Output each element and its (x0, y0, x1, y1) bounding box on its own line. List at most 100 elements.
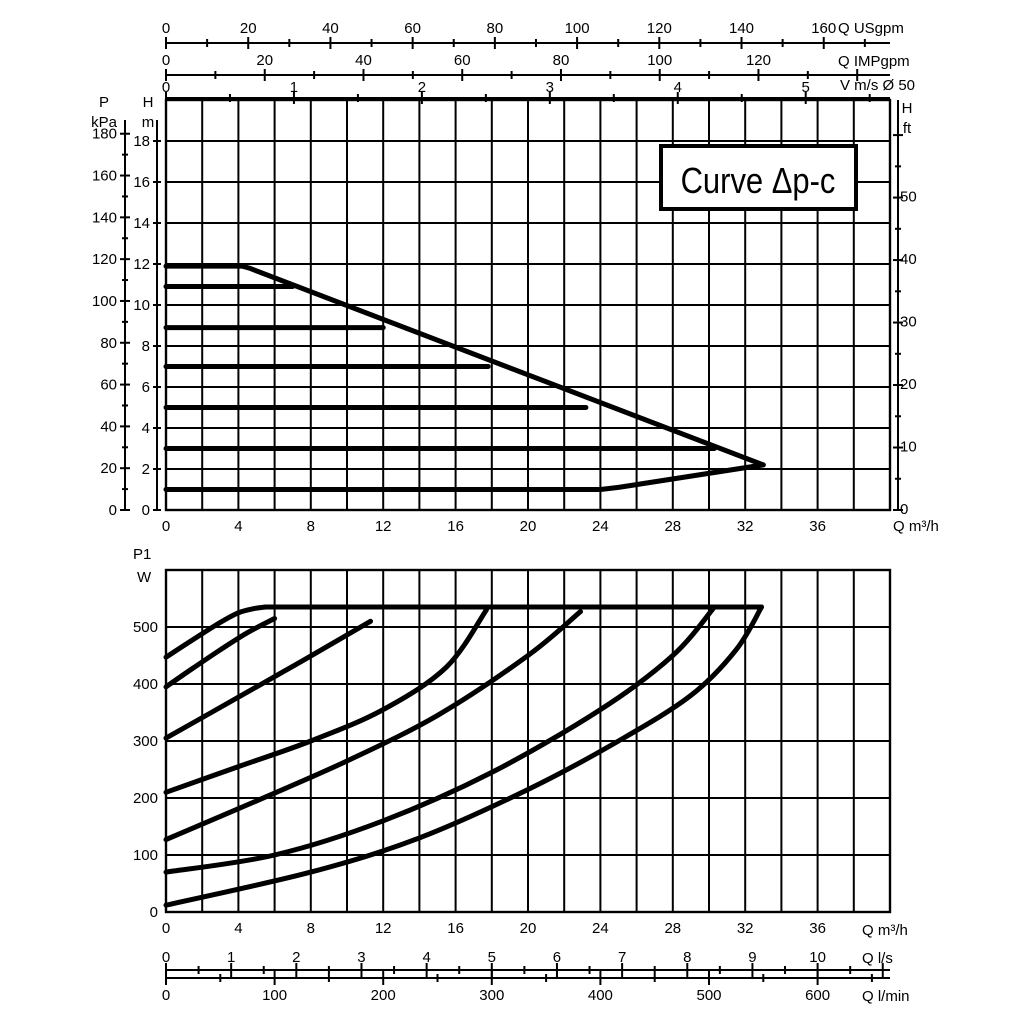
chart-title: Curve Δp-c (681, 162, 836, 202)
head-curve-6 (163, 462, 766, 492)
bottom-ls-axis-tick-label: 0 (162, 949, 170, 966)
curve-title-box: Curve Δp-c (659, 144, 858, 211)
m-axis-label-unit: m (142, 114, 155, 131)
kpa-tick-label: 40 (100, 418, 117, 435)
lower-frame (164, 568, 892, 914)
upper-x-tick-label: 24 (592, 518, 609, 535)
ft-tick-label: 20 (900, 376, 917, 393)
kpa-tick-label: 60 (100, 377, 117, 394)
m-tick-label: 10 (133, 297, 150, 314)
upper-x-tick-label: 32 (737, 518, 754, 535)
lower-x-tick-label: 32 (737, 920, 754, 937)
bottom-lmin-axis-tick-label: 200 (371, 987, 396, 1004)
bottom-lmin-axis-tick-label: 600 (805, 987, 830, 1004)
upper-x-tick-label: 16 (447, 518, 464, 535)
lower-x-tick-label: 4 (234, 920, 242, 937)
kpa-tick-label: 80 (100, 335, 117, 352)
top-usgpm-label: Q USgpm (838, 20, 904, 37)
ft-axis-label-unit: ft (903, 120, 912, 137)
lower-x-tick-label: 16 (447, 920, 464, 937)
m-tick-label: 14 (133, 215, 150, 232)
bottom-ls-axis-tick-label: 10 (809, 949, 826, 966)
power-curve-0 (163, 604, 269, 660)
m-axis-label-h: H (143, 94, 154, 111)
ft-tick-label: 40 (900, 251, 917, 268)
ft-tick-label: 50 (900, 189, 917, 206)
head-curve-0 (163, 263, 766, 468)
top-velocity-axis-tick-label: 2 (418, 79, 426, 96)
ft-tick-label: 10 (900, 439, 917, 456)
top-impgpm-axis-tick-label: 20 (256, 52, 273, 69)
bottom-ls-axis-tick-label: 4 (422, 949, 430, 966)
top-usgpm-axis-tick-label: 160 (811, 20, 836, 37)
power-curve-5 (163, 609, 583, 843)
top-impgpm-axis-tick-label: 60 (454, 52, 471, 69)
kpa-tick-label: 0 (109, 502, 117, 519)
top-velocity-axis-tick-label: 1 (290, 79, 298, 96)
m-tick-label: 4 (142, 420, 150, 437)
watt-tick-label: 100 (133, 847, 158, 864)
upper-x-axis-label: Q m³/h (893, 518, 939, 535)
top-velocity-label: V m/s Ø 50 (840, 77, 915, 94)
kpa-tick-label: 140 (92, 209, 117, 226)
bottom-lmin-axis-tick-label: 400 (588, 987, 613, 1004)
m-tick-label: 6 (142, 379, 150, 396)
top-impgpm-axis-tick-label: 80 (553, 52, 570, 69)
top-velocity-axis-tick-label: 3 (546, 79, 554, 96)
top-velocity-axis-tick-label: 5 (802, 79, 810, 96)
bottom-ls-axis-tick-label: 1 (227, 949, 235, 966)
bottom-lmin-label: Q l/min (862, 988, 910, 1005)
watt-tick-label: 200 (133, 790, 158, 807)
top-impgpm-axis-tick-label: 0 (162, 52, 170, 69)
upper-frame (164, 98, 892, 512)
watt-tick-label: 500 (133, 619, 158, 636)
kpa-axis-label-p: P (99, 94, 109, 111)
kpa-axis-label-unit: kPa (91, 114, 118, 131)
upper-x-tick-label: 4 (234, 518, 242, 535)
lower-x-tick-label: 24 (592, 920, 609, 937)
upper-x-tick-label: 20 (520, 518, 537, 535)
ft-tick-label: 30 (900, 314, 917, 331)
watt-axis-label-p1: P1 (133, 546, 151, 563)
top-velocity-axis-tick-label: 0 (162, 79, 170, 96)
m-tick-label: 12 (133, 256, 150, 273)
m-tick-label: 0 (142, 502, 150, 519)
bottom-ls-label: Q l/s (862, 950, 893, 967)
m-tick-label: 18 (133, 133, 150, 150)
bottom-ls-axis-tick-label: 9 (748, 949, 756, 966)
kpa-tick-label: 160 (92, 168, 117, 185)
top-usgpm-axis-tick-label: 100 (565, 20, 590, 37)
top-usgpm-axis-tick-label: 60 (404, 20, 421, 37)
top-usgpm-axis-tick-label: 140 (729, 20, 754, 37)
bottom-lmin-axis-tick-label: 300 (479, 987, 504, 1004)
kpa-tick-label: 20 (100, 460, 117, 477)
bottom-ls-axis-tick-label: 8 (683, 949, 691, 966)
upper-x-tick-label: 36 (809, 518, 826, 535)
watt-tick-label: 400 (133, 676, 158, 693)
bottom-lmin-axis-tick-label: 100 (262, 987, 287, 1004)
kpa-tick-label: 180 (92, 126, 117, 143)
bottom-ls-axis-tick-label: 7 (618, 949, 626, 966)
upper-x-tick-label: 28 (664, 518, 681, 535)
top-usgpm-axis-tick-label: 40 (322, 20, 339, 37)
watt-tick-label: 0 (150, 904, 158, 921)
top-impgpm-axis-tick-label: 120 (746, 52, 771, 69)
top-usgpm-axis-tick-label: 120 (647, 20, 672, 37)
lower-x-tick-label: 8 (307, 920, 315, 937)
top-impgpm-axis-tick-label: 100 (647, 52, 672, 69)
bottom-ls-axis-tick-label: 3 (357, 949, 365, 966)
power-curve-6 (163, 604, 717, 875)
ft-axis-label-h: H (902, 100, 913, 117)
lower-x-tick-label: 0 (162, 920, 170, 937)
lower-x-axis-label: Q m³/h (862, 922, 908, 939)
top-impgpm-axis-tick-label: 40 (355, 52, 372, 69)
power-curve-7 (163, 604, 764, 908)
upper-x-tick-label: 8 (307, 518, 315, 535)
top-usgpm-axis-tick-label: 80 (487, 20, 504, 37)
power-curve-2 (163, 616, 278, 690)
top-usgpm-axis-tick-label: 20 (240, 20, 257, 37)
m-tick-label: 2 (142, 461, 150, 478)
m-tick-label: 16 (133, 174, 150, 191)
